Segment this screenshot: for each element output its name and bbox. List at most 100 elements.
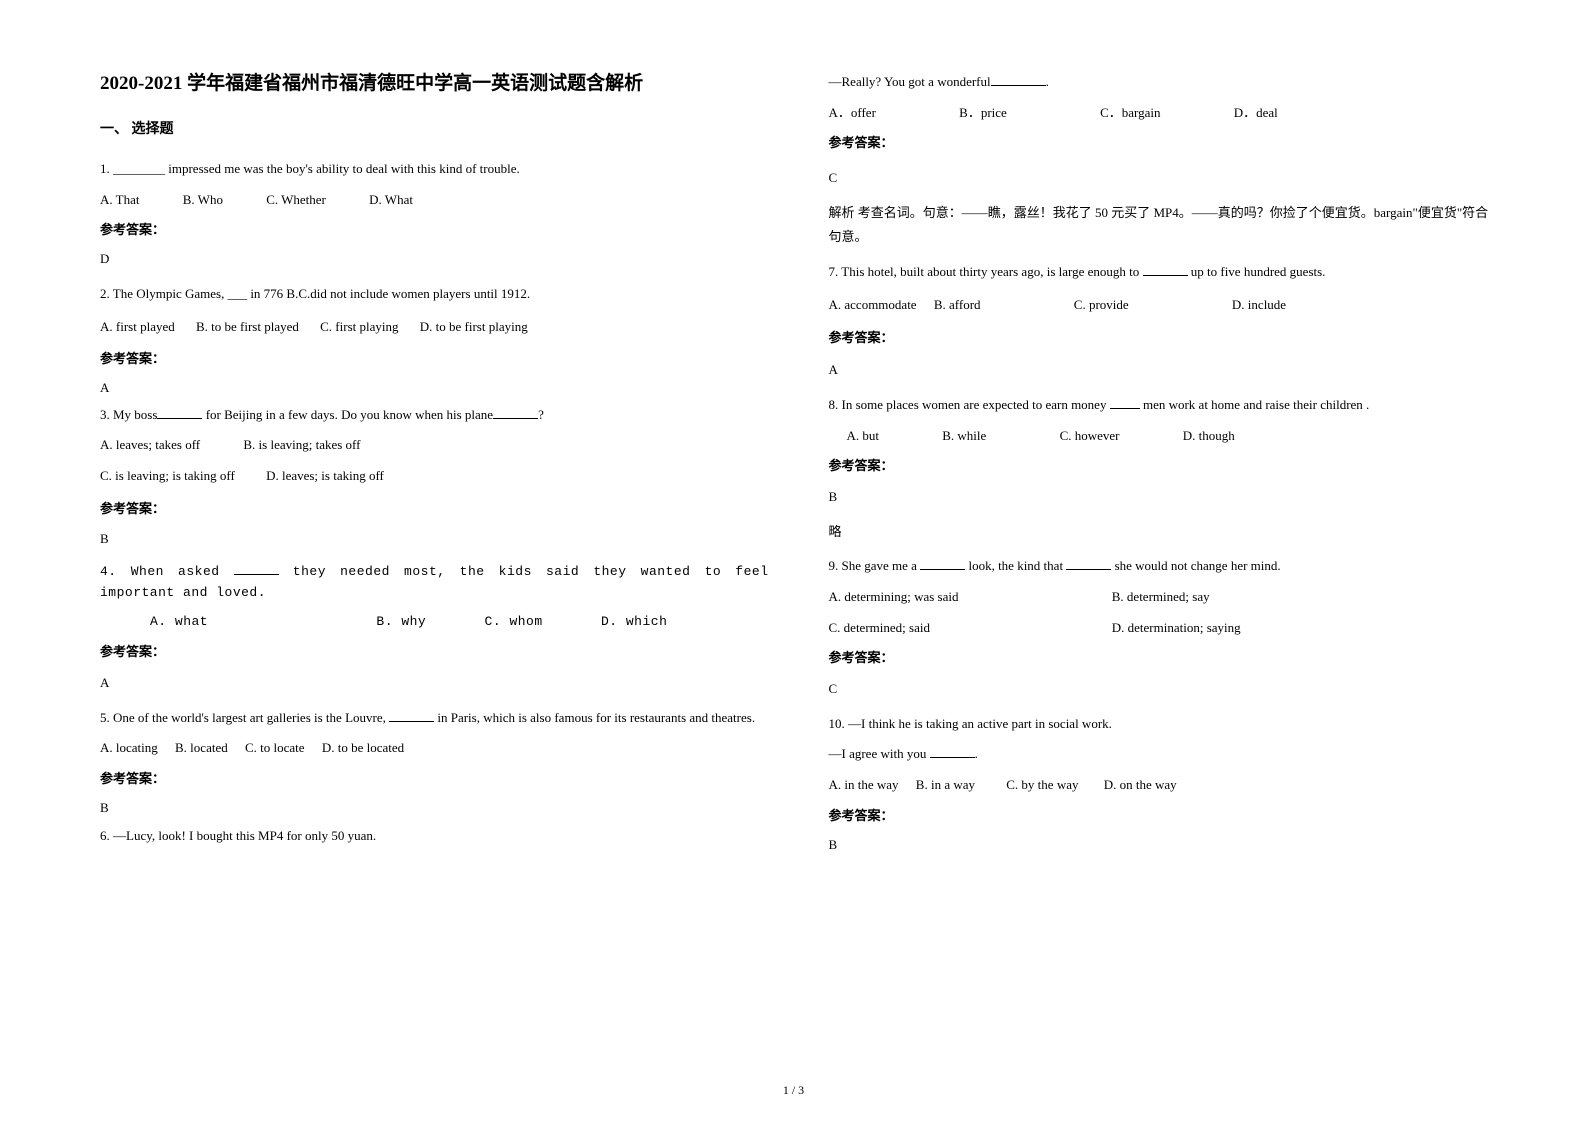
question-2: 2. The Olympic Games, ___ in 776 B.C.did… [100,282,769,307]
q6b-suf: . [1046,74,1049,89]
opt-d: D. to be first playing [420,315,528,340]
answer-label: 参考答案： [100,347,769,372]
q7-pre: 7. This hotel, built about thirty years … [829,264,1143,279]
answer-label: 参考答案： [100,767,769,792]
answer-label: 参考答案： [829,646,1498,671]
opt-c: C. first playing [320,315,398,340]
question-4-options: A. what B. why C. whom D. which [100,610,769,635]
question-1-options: A. That B. Who C. Whether D. What [100,188,769,213]
left-column: 2020-2021 学年福建省福州市福清德旺中学高一英语测试题含解析 一、 选择… [100,70,769,867]
question-5-options: A. locating B. located C. to locate D. t… [100,736,769,761]
opt-a: A. locating [100,736,158,761]
q3-mid: for Beijing in a few days. Do you know w… [206,407,493,422]
opt-d: D. to be located [322,736,404,761]
blank [930,745,975,758]
answer-label: 参考答案： [100,218,769,243]
q3-pre: 3. My boss [100,407,157,422]
question-9-options-1: A. determining; was said B. determined; … [829,585,1498,610]
opt-b: B. located [175,736,228,761]
opt-b: B. why [376,610,426,635]
opt-c: C. however [1060,424,1120,449]
opt-a: A. determining; was said [829,585,1069,610]
opt-c: C. determined; said [829,616,1069,641]
opt-d: D. on the way [1104,773,1177,798]
opt-b: B. is leaving; takes off [243,433,360,458]
q8-suf: men work at home and raise their childre… [1140,397,1370,412]
answer-8-note: 略 [829,520,1498,545]
opt-d: D．deal [1234,101,1278,126]
opt-b: B. determined; say [1112,585,1210,610]
opt-b: B. Who [183,188,223,213]
opt-c: C．bargain [1100,101,1160,126]
blank [1066,557,1111,570]
answer-label: 参考答案： [829,454,1498,479]
q9-pre: 9. She gave me a [829,558,921,573]
answer-3: B [100,527,769,552]
answer-5: B [100,796,769,821]
question-10-options: A. in the way B. in a way C. by the way … [829,773,1498,798]
answer-10: B [829,833,1498,858]
opt-a: A. what [150,610,208,635]
answer-1: D [100,247,769,272]
page-footer: 1 / 3 [0,1083,1587,1098]
opt-b: B. in a way [916,773,975,798]
question-8: 8. In some places women are expected to … [829,393,1498,418]
question-7-options: A. accommodate B. afford C. provide D. i… [829,293,1498,318]
opt-d: D. though [1183,424,1235,449]
blank [991,73,1046,86]
opt-a: A. but [847,424,880,449]
answer-label: 参考答案： [829,326,1498,351]
q3-suf: ? [538,407,544,422]
q5-pre: 5. One of the world's largest art galler… [100,710,389,725]
question-9: 9. She gave me a look, the kind that she… [829,554,1498,579]
opt-c: C. whom [485,610,543,635]
blank [157,406,202,419]
q4-pre: 4. When asked [100,564,234,579]
question-10-line1: 10. —I think he is taking an active part… [829,712,1498,737]
question-5: 5. One of the world's largest art galler… [100,706,769,731]
answer-label: 参考答案： [100,497,769,522]
opt-d: D. which [601,610,667,635]
answer-4: A [100,671,769,696]
q10b-pre: —I agree with you [829,746,930,761]
explanation-6: 解析 考查名词。句意：——瞧，露丝！我花了 50 元买了 MP4。——真的吗？你… [829,201,1498,250]
question-6-line1: 6. —Lucy, look! I bought this MP4 for on… [100,824,769,849]
blank [1110,396,1140,409]
blank [389,709,434,722]
opt-b: B．price [959,101,1007,126]
q10b-suf: . [975,746,978,761]
answer-6: C [829,166,1498,191]
right-column: —Really? You got a wonderful. A．offer B．… [829,70,1498,867]
opt-c: C. is leaving; is taking off [100,464,235,489]
opt-a: A. in the way [829,773,899,798]
answer-label: 参考答案： [829,131,1498,156]
question-3-options-1: A. leaves; takes off B. is leaving; take… [100,433,769,458]
question-7: 7. This hotel, built about thirty years … [829,260,1498,285]
answer-label: 参考答案： [829,804,1498,829]
blank [493,406,538,419]
question-6-line2: —Really? You got a wonderful. [829,70,1498,95]
q7-suf: up to five hundred guests. [1188,264,1326,279]
answer-2: A [100,376,769,401]
blank [920,557,965,570]
opt-b: B. while [942,424,986,449]
q6b-pre: —Really? You got a wonderful [829,74,991,89]
opt-c: C. by the way [1006,773,1078,798]
question-4: 4. When asked they needed most, the kids… [100,562,769,604]
question-3-options-2: C. is leaving; is taking off D. leaves; … [100,464,769,489]
q8-pre: 8. In some places women are expected to … [829,397,1110,412]
question-8-options: A. but B. while C. however D. though [829,424,1498,449]
document-title: 2020-2021 学年福建省福州市福清德旺中学高一英语测试题含解析 [100,70,769,99]
question-10-line2: —I agree with you . [829,742,1498,767]
question-6-options: A．offer B．price C．bargain D．deal [829,101,1498,126]
opt-a: A. accommodate [829,293,917,318]
question-3: 3. My boss for Beijing in a few days. Do… [100,403,769,428]
q9-mid: look, the kind that [965,558,1066,573]
opt-c: C. provide [1074,293,1129,318]
answer-7: A [829,358,1498,383]
opt-c: C. to locate [245,736,305,761]
question-9-options-2: C. determined; said D. determination; sa… [829,616,1498,641]
opt-a: A. leaves; takes off [100,433,200,458]
opt-d: D. determination; saying [1112,616,1241,641]
opt-a: A．offer [829,101,876,126]
